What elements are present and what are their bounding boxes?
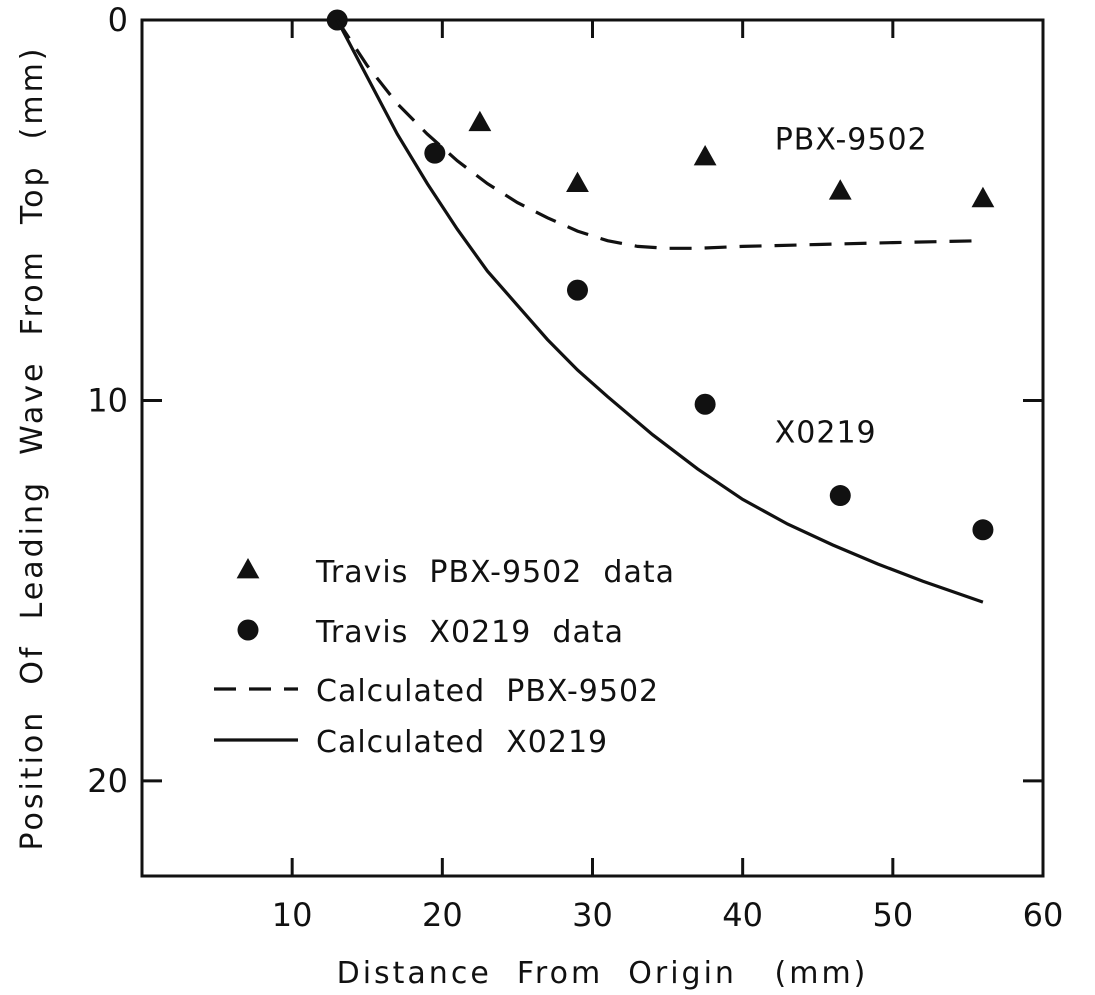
- legend: Travis PBX-9502 data Travis X0219 data Cal…: [214, 555, 675, 760]
- triangle-point: [971, 186, 995, 208]
- x-tick-label: 40: [722, 896, 763, 934]
- circle-point: [694, 393, 716, 415]
- x-tick-label: 10: [272, 896, 313, 934]
- y-tick-label: 20: [87, 762, 128, 800]
- legend-label: Calculated X0219: [316, 725, 608, 760]
- annotation-layer: PBX-9502 X0219: [775, 123, 928, 451]
- x-tick-label: 50: [872, 896, 913, 934]
- triangle-point: [468, 110, 492, 132]
- legend-swatch-circle: [237, 619, 259, 641]
- legend-label: Calculated PBX-9502: [316, 674, 659, 709]
- annotation-label: X0219: [775, 415, 877, 450]
- y-axis-title: Position Of Leading Wave From Top (mm): [15, 45, 50, 850]
- legend-swatch-triangle: [236, 558, 260, 579]
- x-tick-label: 20: [422, 896, 463, 934]
- circle-point: [829, 485, 851, 507]
- series-layer: [326, 9, 995, 604]
- circle-point: [972, 519, 994, 541]
- x-tick-label: 60: [1023, 896, 1064, 934]
- y-tick-label: 10: [87, 381, 128, 419]
- annotation-label: PBX-9502: [775, 123, 928, 158]
- series-line-2: [335, 19, 983, 250]
- legend-label: Travis PBX-9502 data: [315, 555, 675, 590]
- series-line-3: [335, 19, 984, 604]
- y-tick-label: 0: [108, 1, 128, 39]
- axes: 10 20 30 40 50 60 0 10 20 Distance From Origin (m…: [15, 1, 1063, 991]
- x-axis-title: Distance From Origin (mm): [337, 956, 869, 991]
- triangle-point: [828, 179, 852, 200]
- legend-label: Travis X0219 data: [315, 615, 624, 650]
- circle-point: [424, 142, 446, 164]
- circle-point: [566, 279, 588, 301]
- triangle-point: [693, 144, 717, 166]
- triangle-point: [566, 171, 589, 192]
- x-tick-label: 30: [572, 896, 613, 934]
